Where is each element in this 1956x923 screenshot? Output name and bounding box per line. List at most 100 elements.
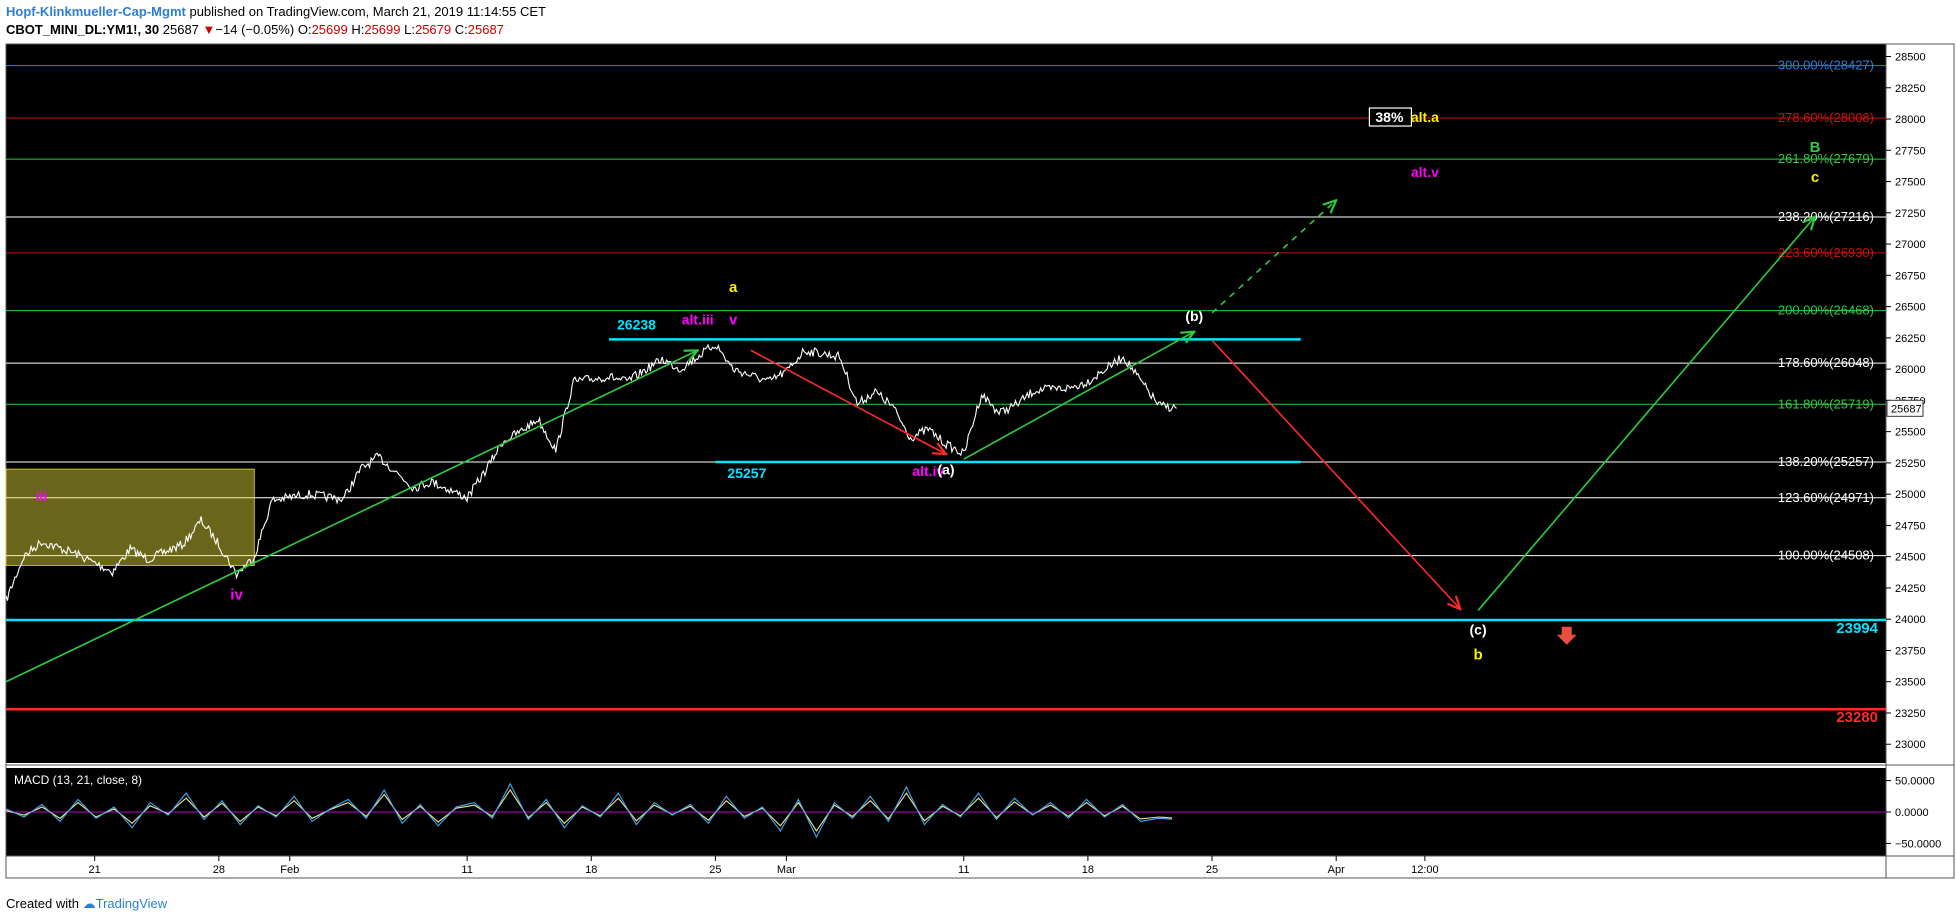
x-tick-label: 21 <box>89 864 101 876</box>
x-tick-label: 18 <box>1082 864 1094 876</box>
key-level-label: 23994 <box>1836 620 1878 637</box>
y-tick-label: 23250 <box>1895 708 1926 720</box>
last-price-label: 25687 <box>1891 403 1922 415</box>
segment-level-label: 26238 <box>617 316 656 332</box>
macd-line <box>5 782 1173 839</box>
y-tick-label: 28250 <box>1895 83 1926 95</box>
y-tick-label: 23000 <box>1895 739 1926 751</box>
wave-label: alt.v <box>1411 164 1439 180</box>
wave-iii-highlight-box <box>5 468 255 566</box>
symbol-label: CBOT_MINI_DL:YM1!, 30 <box>6 22 160 37</box>
high-value: 25699 <box>364 22 401 37</box>
wave-label: a <box>729 279 738 296</box>
price-series-line <box>5 343 1177 601</box>
macd-y-tick-label: 0.0000 <box>1895 807 1929 819</box>
x-tick-label: Apr <box>1328 864 1345 876</box>
y-tick-label: 24250 <box>1895 583 1926 595</box>
low-label: L: <box>404 22 415 37</box>
wave-label: alt.a <box>1411 109 1439 125</box>
wave-label: (a) <box>937 462 954 478</box>
wave-label: iii <box>36 488 48 504</box>
x-tick-label: 11 <box>461 864 472 876</box>
x-tick-label: Feb <box>280 864 299 876</box>
y-tick-label: 23500 <box>1895 677 1926 689</box>
open-value: 25699 <box>311 22 348 37</box>
y-tick-label: 27500 <box>1895 177 1926 189</box>
tradingview-cloud-icon: ☁ <box>82 896 96 911</box>
created-with-text: Created with <box>6 896 79 911</box>
fib-level-label: 278.60%(28008) <box>1778 110 1874 125</box>
fib-level-label: 178.60%(26048) <box>1778 355 1874 370</box>
segment-level-label: 25257 <box>727 465 766 481</box>
wave-label: b <box>1473 647 1482 664</box>
x-tick-label: 12:00 <box>1411 864 1439 876</box>
open-label: O: <box>297 22 312 37</box>
projection-line-red-down-c <box>1211 339 1460 609</box>
last-price-marker <box>1886 399 1924 417</box>
y-tick-label: 26500 <box>1895 302 1926 314</box>
y-tick-label: 27250 <box>1895 208 1926 220</box>
low-value: 25679 <box>414 22 452 37</box>
projection-line-green-up-to-b <box>963 332 1195 460</box>
published-text: published on TradingView.com, March 21, … <box>189 4 546 19</box>
y-tick-label: 24500 <box>1895 552 1926 564</box>
x-tick-label: 11 <box>958 864 969 876</box>
fib-level-label: 138.20%(25257) <box>1778 454 1874 469</box>
wave-label: 38% <box>1375 109 1404 125</box>
y-tick-label: 28000 <box>1895 114 1926 126</box>
y-tick-label: 24000 <box>1895 614 1926 626</box>
y-tick-label: 26750 <box>1895 270 1926 282</box>
fib-level-label: 161.80%(25719) <box>1778 396 1874 411</box>
fib-level-label: 123.60%(24971) <box>1778 490 1874 505</box>
projection-line-green-channel-up <box>5 350 698 683</box>
y-tick-label: 27750 <box>1895 145 1926 157</box>
macd-title: MACD (13, 21, close, 8) <box>14 773 142 787</box>
y-tick-label: 23750 <box>1895 645 1926 657</box>
percent-box <box>1368 107 1412 127</box>
fib-level-label: 238.20%(27216) <box>1778 209 1874 224</box>
x-tick-label: 28 <box>213 864 225 876</box>
projection-line-red-down-alt-iv <box>750 349 946 454</box>
key-level-label: 23280 <box>1836 709 1878 726</box>
x-tick-label: Mar <box>777 864 796 876</box>
price-panel-bg <box>6 44 1886 763</box>
y-tick-label: 25000 <box>1895 489 1926 501</box>
y-tick-label: 25250 <box>1895 458 1926 470</box>
wave-label: B <box>1810 139 1821 156</box>
macd-y-tick-label: 50.0000 <box>1895 776 1935 788</box>
chart-frame <box>5 43 1955 879</box>
y-tick-label: 26000 <box>1895 364 1926 376</box>
chart-header-line2: CBOT_MINI_DL:YM1!, 30 25687 ▼−14 (−0.05%… <box>6 22 504 37</box>
down-arrow-icon <box>1556 626 1577 645</box>
y-tick-label: 24750 <box>1895 520 1926 532</box>
x-tick-label: 25 <box>709 864 721 876</box>
wave-label: v <box>729 312 738 329</box>
wave-label: c <box>1811 169 1819 186</box>
wave-label: (c) <box>1470 622 1487 638</box>
projection-line-green-dashed-alt <box>1211 200 1336 314</box>
last-price: 25687 <box>162 22 199 37</box>
down-triangle-icon: ▼ <box>202 22 216 37</box>
x-tick-label: 18 <box>585 864 597 876</box>
wave-label: alt.iv <box>912 463 944 479</box>
author-link[interactable]: Hopf-Klinkmueller-Cap-Mgmt <box>6 4 186 19</box>
change-value: −14 (−0.05%) <box>215 22 295 37</box>
macd-y-tick-label: −50.0000 <box>1895 838 1941 850</box>
projection-line-green-up-final <box>1477 217 1815 611</box>
high-label: H: <box>351 22 365 37</box>
fib-level-label: 261.80%(27679) <box>1778 151 1874 166</box>
footer: Created with ☁TradingView <box>6 896 167 912</box>
y-tick-label: 27000 <box>1895 239 1926 251</box>
y-tick-label: 28500 <box>1895 52 1926 64</box>
wave-label: alt.iii <box>682 312 714 328</box>
tradingview-brand-link[interactable]: TradingView <box>95 896 168 911</box>
fib-level-label: 200.00%(26468) <box>1778 303 1874 318</box>
close-label: C: <box>454 22 468 37</box>
fib-level-label: 223.60%(26930) <box>1778 245 1874 260</box>
fib-level-label: 100.00%(24508) <box>1778 548 1874 563</box>
y-tick-label: 25500 <box>1895 427 1926 439</box>
wave-label: (b) <box>1185 308 1203 324</box>
x-tick-label: 25 <box>1206 864 1218 876</box>
wave-label: iv <box>230 587 243 604</box>
